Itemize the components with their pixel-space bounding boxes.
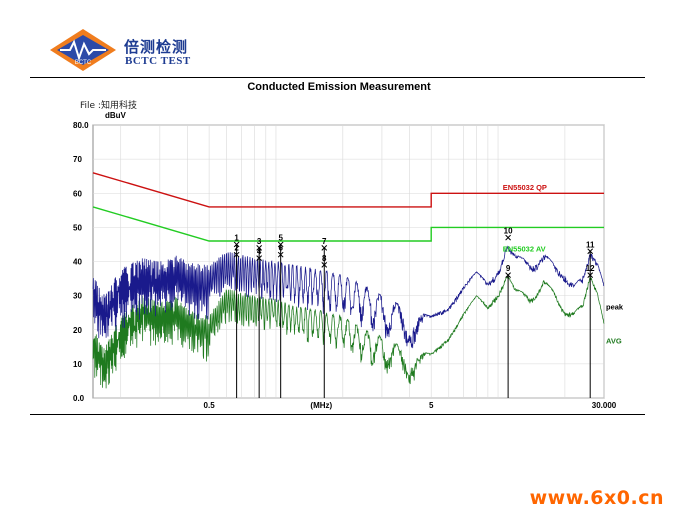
marker-label: 5 <box>278 233 283 242</box>
footer-divider <box>30 414 645 415</box>
svg-text:BCTC: BCTC <box>75 60 92 66</box>
marker-label: 7 <box>322 237 327 246</box>
marker-x <box>587 272 594 279</box>
marker-x <box>233 251 240 258</box>
site-watermark: www.6x0.cn <box>529 487 664 509</box>
brand-name-en: BCTC TEST <box>125 55 191 67</box>
y-tick-label: 20 <box>73 326 82 335</box>
marker-x <box>321 262 328 268</box>
y-tick-label: 60 <box>73 189 82 198</box>
marker-label: 2 <box>234 244 239 253</box>
x-tick-label: 30.000 <box>592 401 617 410</box>
y-tick-label: 40 <box>73 258 82 267</box>
marker-label: 9 <box>506 264 511 273</box>
y-tick-label: 80.0 <box>73 121 89 130</box>
x-tick-label: 5 <box>429 401 434 410</box>
legend-label: peak <box>606 302 624 311</box>
y-tick-label: 50 <box>73 223 82 232</box>
marker-label: 1 <box>234 233 239 242</box>
marker-label: 6 <box>278 244 283 253</box>
y-tick-label: 30 <box>73 292 82 301</box>
bctc-logo: BCTC <box>50 29 116 71</box>
y-tick-label: 0.0 <box>73 394 85 403</box>
y-axis-label: dBuV <box>105 111 127 120</box>
marker-x <box>505 272 511 279</box>
marker-x <box>233 241 240 248</box>
legend-label: EN55032 QP <box>503 183 547 192</box>
marker-x <box>587 248 594 255</box>
file-label: File :知用科技 <box>80 101 137 111</box>
y-tick-label: 70 <box>73 155 82 164</box>
emission-chart: 80.0 70 60 50 40 30 20 10 0.0 dBuV 0.5 5 30.000 (MHz)… <box>73 111 624 410</box>
marker-label: 10 <box>504 227 513 236</box>
marker-x <box>277 251 284 258</box>
series-avg-line <box>92 275 605 389</box>
marker-label: 8 <box>322 254 327 263</box>
marker-x <box>256 244 263 251</box>
header-divider <box>30 77 645 78</box>
limit-line-qp <box>92 172 604 208</box>
marker-label: 4 <box>257 247 262 256</box>
marker-label: 3 <box>257 237 262 246</box>
x-axis-label: (MHz) <box>310 401 332 410</box>
chart-title: Conducted Emission Measurement <box>247 81 431 93</box>
marker-x <box>277 241 284 248</box>
limit-line-av <box>92 206 604 242</box>
x-tick-label: 0.5 <box>204 401 216 410</box>
y-tick-label: 10 <box>73 360 82 369</box>
legend-label: AVG <box>606 336 622 345</box>
brand-name-cn: 倍测检测 <box>124 38 189 56</box>
marker-label: 11 <box>586 240 595 249</box>
marker-x <box>321 244 328 251</box>
marker-x <box>505 234 511 241</box>
series-peak-line <box>92 245 605 349</box>
marker-label: 12 <box>586 264 595 273</box>
marker-x <box>256 255 263 261</box>
legend-label: EN55032 AV <box>503 244 546 253</box>
